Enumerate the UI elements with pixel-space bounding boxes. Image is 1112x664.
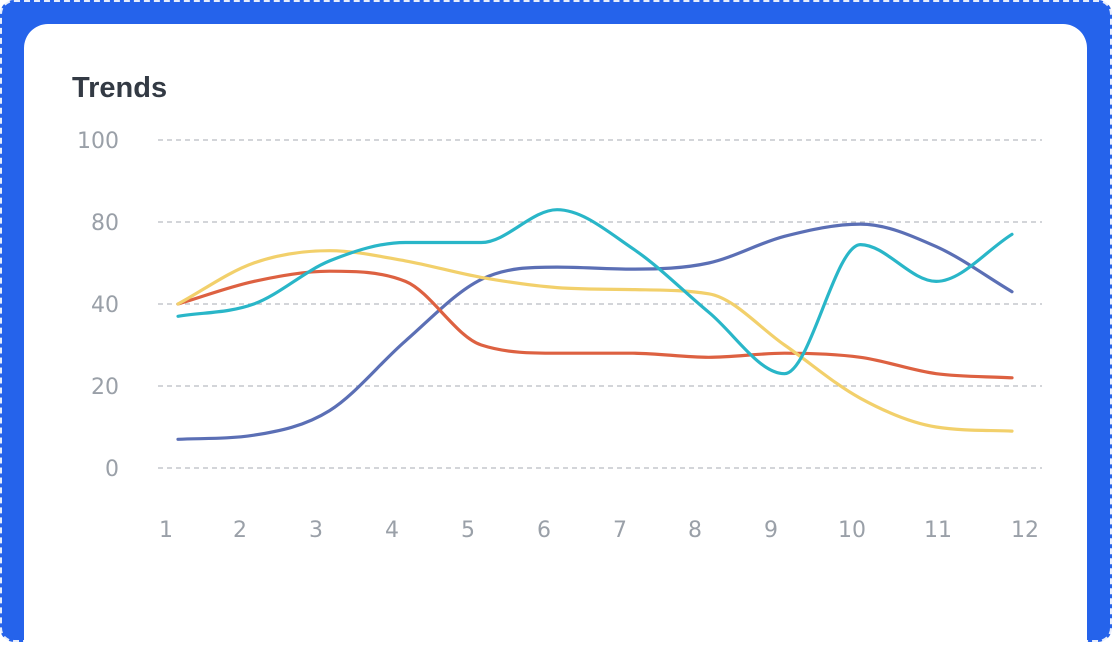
- y-tick-label: 40: [91, 293, 119, 318]
- x-tick-label: 9: [764, 518, 778, 543]
- x-tick-label: 10: [838, 518, 866, 543]
- y-axis-ticks: 100 80 40 20 0: [77, 129, 119, 482]
- series-line-1: [176, 222, 1014, 441]
- y-tick-label: 80: [91, 211, 119, 236]
- x-tick-label: 12: [1011, 518, 1039, 543]
- chart-title: Trends: [72, 72, 168, 104]
- series-line-4: [176, 208, 1014, 376]
- x-tick-label: 11: [924, 518, 952, 543]
- y-tick-label: 20: [91, 375, 119, 400]
- x-tick-label: 5: [461, 518, 475, 543]
- x-tick-label: 8: [688, 518, 702, 543]
- series-line-3: [176, 249, 1014, 433]
- gridlines: [158, 139, 1042, 469]
- x-axis-ticks: 1 2 3 4 5 6 7 8 9 10 11 12: [159, 518, 1039, 543]
- y-tick-label: 100: [77, 129, 119, 154]
- series-lines: [176, 208, 1014, 441]
- x-tick-label: 3: [309, 518, 323, 543]
- chart-card: [24, 24, 1087, 664]
- x-tick-label: 2: [233, 518, 247, 543]
- series-line-2: [176, 269, 1014, 380]
- x-tick-label: 7: [613, 518, 627, 543]
- x-tick-label: 6: [537, 518, 551, 543]
- y-tick-label: 0: [105, 457, 119, 482]
- x-tick-label: 1: [159, 518, 173, 543]
- x-tick-label: 4: [385, 518, 399, 543]
